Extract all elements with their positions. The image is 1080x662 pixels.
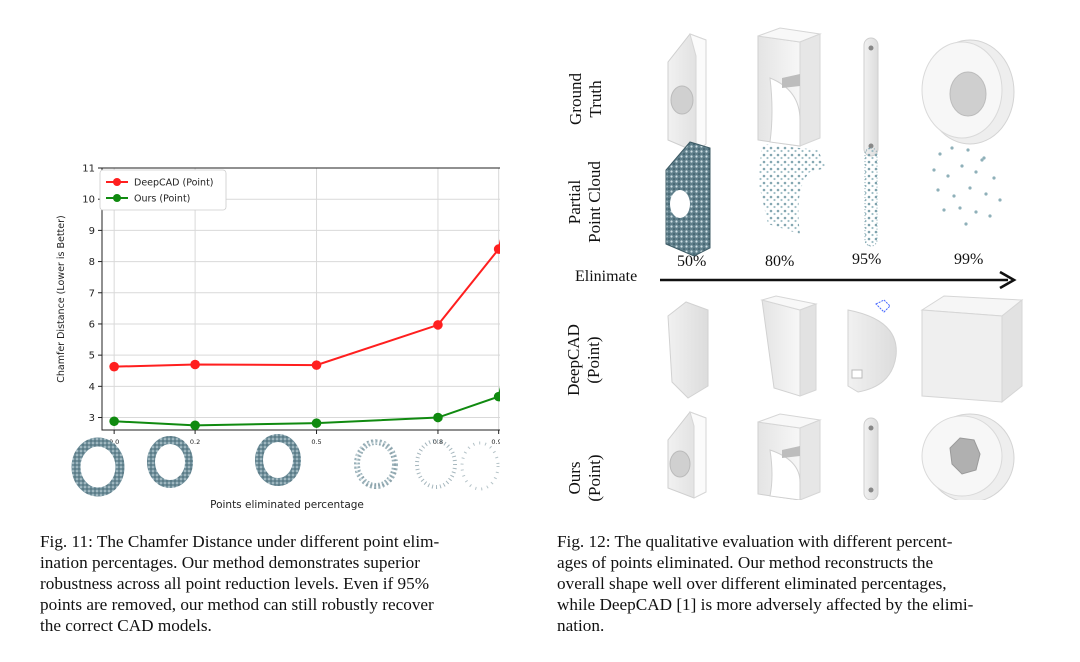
- x-axis-label: Points eliminated percentage: [210, 499, 364, 511]
- gt-shape-1: [667, 33, 707, 154]
- x-tick-label: 0.0: [109, 438, 119, 446]
- y-tick-label: 5: [89, 351, 95, 362]
- ours-shape-3: [863, 417, 879, 500]
- pc-shape-4: [932, 146, 1002, 226]
- pct-label-80: 80%: [765, 253, 795, 270]
- eliminate-label: Elinimate: [575, 268, 638, 285]
- row-label-ours: Ours (Point): [565, 443, 609, 513]
- y-tick-label: 8: [89, 257, 95, 268]
- data-point: [190, 359, 200, 370]
- row-label-line: Partial: [565, 179, 584, 225]
- series-line-1: [114, 386, 500, 427]
- fig11-caption-line: Fig. 11: The Chamfer Distance under diff…: [40, 532, 440, 551]
- row-label-partial-point-cloud: Partial Point Cloud: [565, 147, 609, 257]
- data-point: [433, 320, 443, 330]
- row-label-deepcad: DeepCAD (Point): [564, 318, 608, 402]
- fig11-caption-line: ination percentages. Our method demonstr…: [40, 553, 420, 572]
- data-point: [190, 420, 200, 431]
- fig11-caption-line: robustness across all point reduction le…: [40, 574, 430, 593]
- gt-shape-3: [863, 37, 879, 157]
- data-point: [493, 391, 500, 402]
- fig11-caption: Fig. 11: The Chamfer Distance under diff…: [40, 531, 522, 636]
- row-label-line: Ground: [566, 73, 585, 125]
- ring-thumbnails: [71, 434, 500, 497]
- ring-thumbnail-2: [255, 434, 301, 486]
- fig12-caption: Fig. 12: The qualitative evaluation with…: [557, 531, 1043, 636]
- plot-frame: [101, 167, 500, 431]
- deepcad-shape-1: [667, 301, 709, 399]
- y-tick-label: 7: [89, 288, 95, 299]
- fig11-caption-line: the correct CAD models.: [40, 616, 212, 635]
- ring-thumbnail-1: [147, 436, 193, 488]
- gt-shape-2: [757, 27, 822, 147]
- row-label-line: DeepCAD: [564, 324, 583, 396]
- fig11-caption-line: points are removed, our method can still…: [40, 595, 434, 614]
- deepcad-shape-2: [760, 295, 818, 397]
- row-label-line: (Point): [584, 336, 603, 384]
- ours-shape-4: [921, 413, 1015, 500]
- legend-marker-deepcad: [113, 178, 121, 186]
- pct-label-95: 95%: [852, 251, 882, 268]
- row-label-line: (Point): [585, 454, 604, 502]
- data-point: [493, 244, 500, 254]
- row-label-line: Ours: [565, 461, 584, 495]
- fig12-caption-line: ages of points eliminated. Our method re…: [557, 553, 934, 572]
- chart-series: [109, 239, 500, 431]
- legend-label-deepcad: DeepCAD (Point): [134, 178, 214, 189]
- row-label-line: Truth: [586, 80, 605, 118]
- fig12-figure: Ground Truth Partial Point Cloud DeepCAD…: [560, 20, 1060, 520]
- fig12-caption-line: while DeepCAD [1] is more adversely affe…: [557, 595, 974, 614]
- pc-shape-1: [665, 141, 711, 257]
- row-label-ground-truth: Ground Truth: [566, 61, 610, 137]
- pc-shape-3: [864, 147, 878, 247]
- data-point: [311, 418, 322, 428]
- row-label-line: Point Cloud: [585, 161, 604, 243]
- ours-shape-1: [667, 411, 707, 499]
- data-point: [109, 361, 119, 372]
- y-tick-label: 9: [89, 226, 95, 237]
- series-line-0: [114, 239, 500, 368]
- pct-label-99: 99%: [954, 251, 984, 268]
- x-tick-label: 0.95: [491, 438, 500, 446]
- qualitative-grid: [665, 27, 1024, 500]
- pc-shape-2: [758, 144, 826, 234]
- fig12-caption-line: Fig. 12: The qualitative evaluation with…: [557, 532, 953, 551]
- eliminate-arrow: [660, 270, 1017, 290]
- ring-thumbnail-5: [460, 441, 500, 491]
- gt-shape-4: [921, 39, 1015, 145]
- ring-thumbnail-0: [71, 437, 125, 497]
- ring-thumbnail-3: [354, 439, 398, 489]
- data-point: [311, 360, 322, 370]
- deepcad-shape-4: [920, 295, 1024, 404]
- x-tick-label: 0.2: [190, 438, 200, 446]
- fig12-caption-line: nation.: [557, 616, 605, 635]
- y-axis-label: Chamfer Distance (Lower is Better): [56, 215, 67, 382]
- y-tick-labels: 3 4 5 6 7 8 9 10 11: [82, 164, 102, 424]
- legend-label-ours: Ours (Point): [134, 194, 190, 205]
- data-point: [109, 416, 119, 427]
- y-tick-label: 3: [89, 413, 95, 424]
- deepcad-shape-3: [847, 299, 897, 393]
- pct-label-50: 50%: [677, 253, 707, 270]
- ours-shape-2: [757, 413, 822, 500]
- ring-thumbnail-4: [415, 439, 457, 489]
- y-tick-label: 10: [82, 195, 95, 206]
- y-tick-label: 11: [82, 164, 95, 175]
- x-tick-label: 0.5: [311, 438, 321, 446]
- data-point: [433, 412, 443, 423]
- chart-grid: [102, 167, 500, 430]
- fig12-caption-line: overall shape well over different elimin…: [557, 574, 947, 593]
- y-tick-label: 6: [89, 319, 95, 330]
- y-tick-label: 4: [89, 382, 95, 393]
- legend-marker-ours: [113, 194, 121, 202]
- chart-legend: DeepCAD (Point) Ours (Point): [99, 169, 227, 211]
